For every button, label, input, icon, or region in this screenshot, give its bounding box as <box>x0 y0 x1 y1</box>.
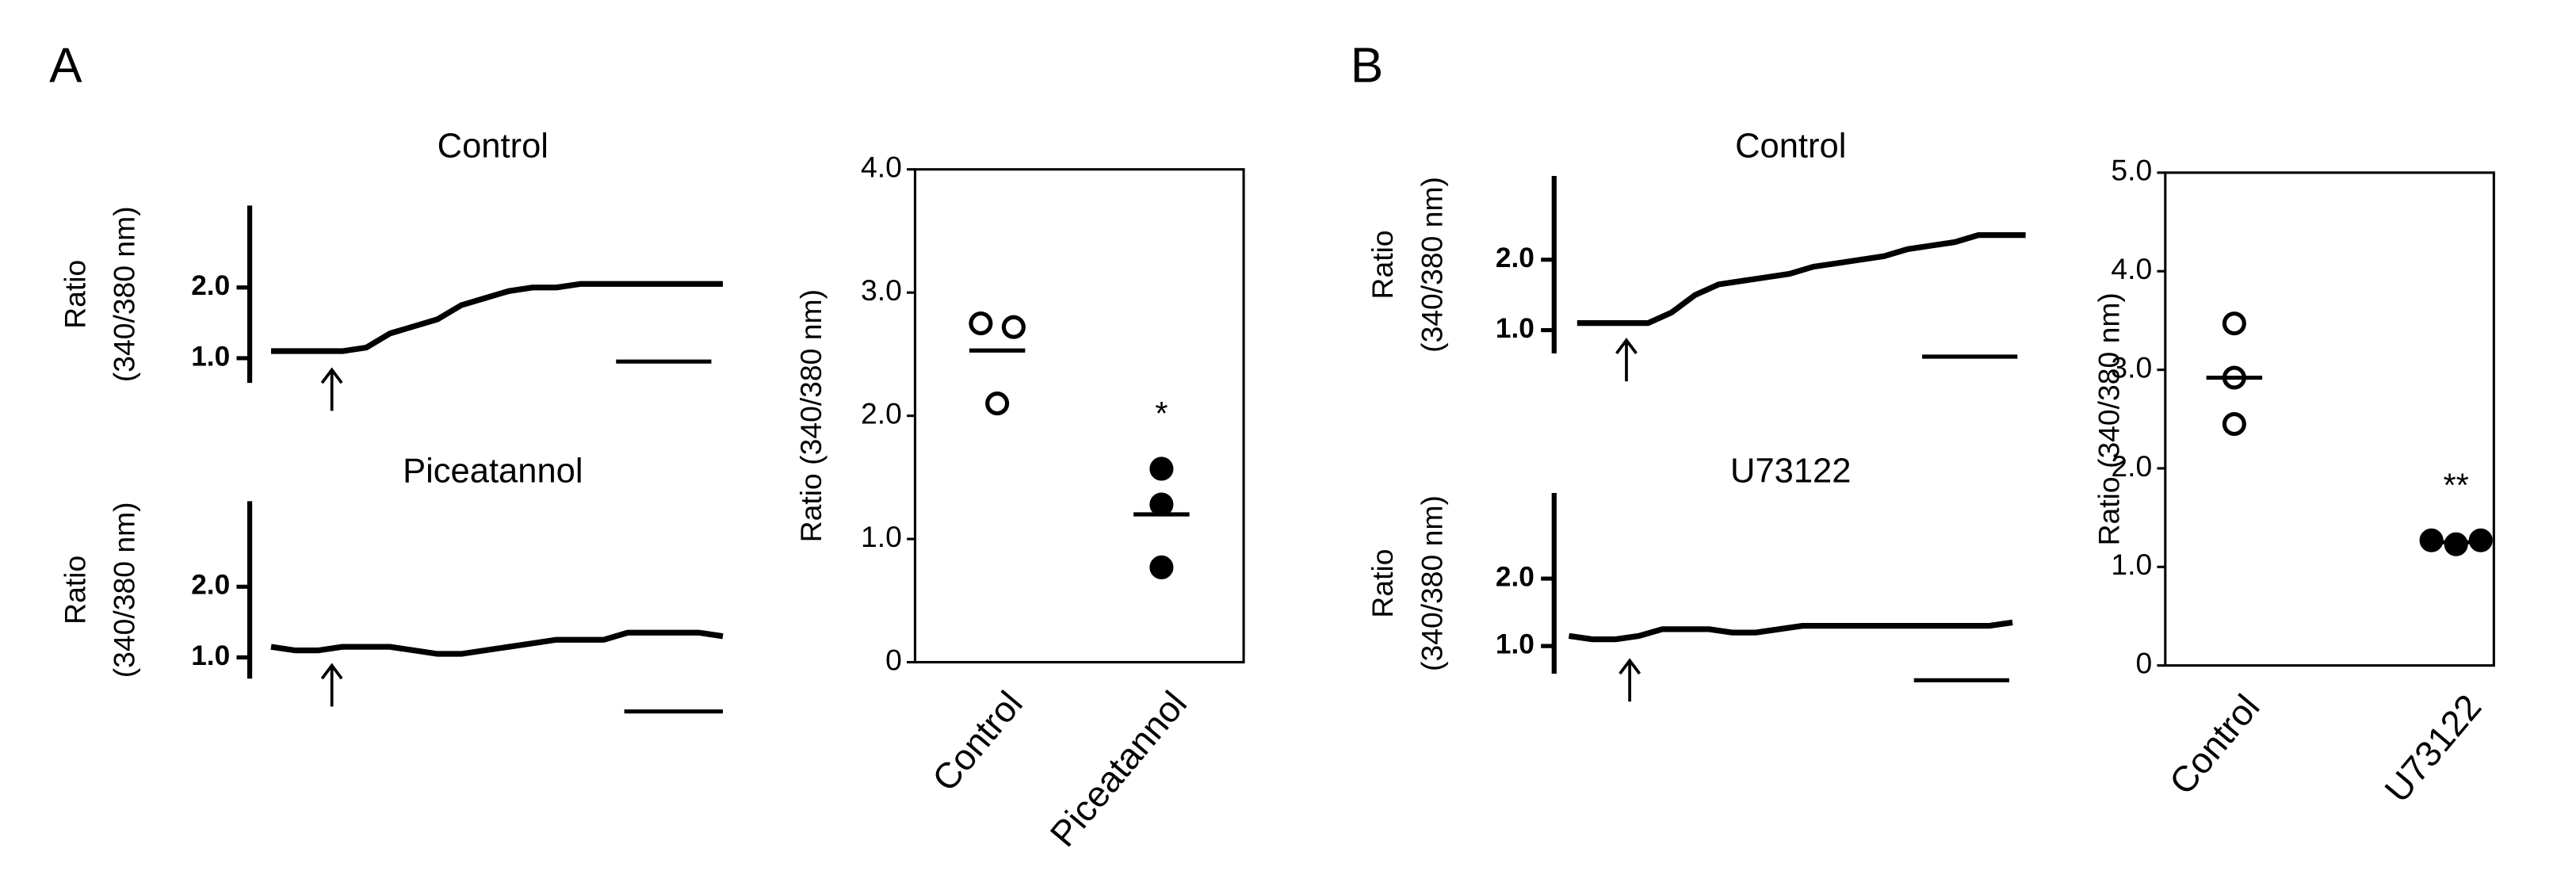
data-point <box>2222 411 2246 437</box>
data-point <box>2222 311 2246 336</box>
y-tick-label: 0 <box>2135 647 2152 680</box>
panel-label: A <box>49 39 82 94</box>
y-axis-label: (340/380 nm) <box>1415 177 1448 353</box>
y-axis-label: Ratio <box>1366 548 1399 617</box>
stimulus-arrow <box>1615 338 1638 382</box>
y-axis-label: Ratio <box>58 260 91 329</box>
stimulus-arrow <box>320 367 343 411</box>
significance: * <box>1155 395 1168 432</box>
y-tick-label: 0 <box>885 643 902 676</box>
y-tick-label: 3.0 <box>2111 350 2152 384</box>
chart-title: Control <box>1735 127 1846 165</box>
x-tick-label: Piceatannol <box>1042 684 1194 854</box>
y-tick-label: 4.0 <box>861 151 902 184</box>
y-tick-label: 2.0 <box>1496 561 1535 592</box>
y-tick-label: 2.0 <box>191 270 230 301</box>
chart-title: U73122 <box>1730 453 1851 491</box>
data-point <box>969 311 993 336</box>
y-axis-label: Ratio <box>58 556 91 625</box>
x-tick-label: Control <box>2161 687 2268 802</box>
y-axis-label: Ratio (340/380 nm) <box>794 289 827 542</box>
trace-line <box>1568 619 2013 643</box>
stimulus-arrow <box>320 663 343 707</box>
data-point <box>1001 315 1026 339</box>
data-point <box>1149 492 1174 517</box>
x-tick-label: U73122 <box>2377 687 2490 810</box>
x-tick-label: Control <box>924 684 1030 799</box>
y-tick-label: 1.0 <box>191 341 230 372</box>
significance: ** <box>2444 466 2469 503</box>
y-tick-label: 2.0 <box>2111 449 2152 483</box>
y-axis-label: (340/380 nm) <box>1415 495 1448 671</box>
chart-title: Piceatannol <box>403 453 583 491</box>
plot-frame <box>913 168 1245 664</box>
y-tick-label: 2.0 <box>191 570 230 601</box>
y-tick-label: 3.0 <box>861 273 902 307</box>
y-tick-label: 5.0 <box>2111 154 2152 187</box>
trace-line <box>270 629 724 657</box>
data-point <box>1149 555 1174 579</box>
y-tick-label: 2.0 <box>1496 243 1535 273</box>
data-point <box>1149 457 1174 481</box>
y-tick-label: 1.0 <box>1496 313 1535 344</box>
y-tick-label: 1.0 <box>2111 548 2152 581</box>
chart-title: Control <box>438 127 548 165</box>
y-tick-label: 1.0 <box>1496 628 1535 659</box>
y-axis-label: (340/380 nm) <box>107 206 140 382</box>
trace-line <box>1577 231 2026 327</box>
plot-frame <box>2164 171 2495 667</box>
data-point <box>985 392 1010 416</box>
y-axis-label: (340/380 nm) <box>107 502 140 678</box>
y-tick-label: 1.0 <box>861 520 902 553</box>
y-axis-label: Ratio (340/380 nm) <box>2092 292 2125 545</box>
y-tick-label: 4.0 <box>2111 252 2152 285</box>
panel-label: B <box>1351 39 1383 94</box>
y-tick-label: 2.0 <box>861 396 902 430</box>
y-tick-label: 1.0 <box>191 640 230 671</box>
trace-line <box>270 281 723 354</box>
stimulus-arrow <box>1619 658 1642 702</box>
y-axis-label: Ratio <box>1366 230 1399 299</box>
